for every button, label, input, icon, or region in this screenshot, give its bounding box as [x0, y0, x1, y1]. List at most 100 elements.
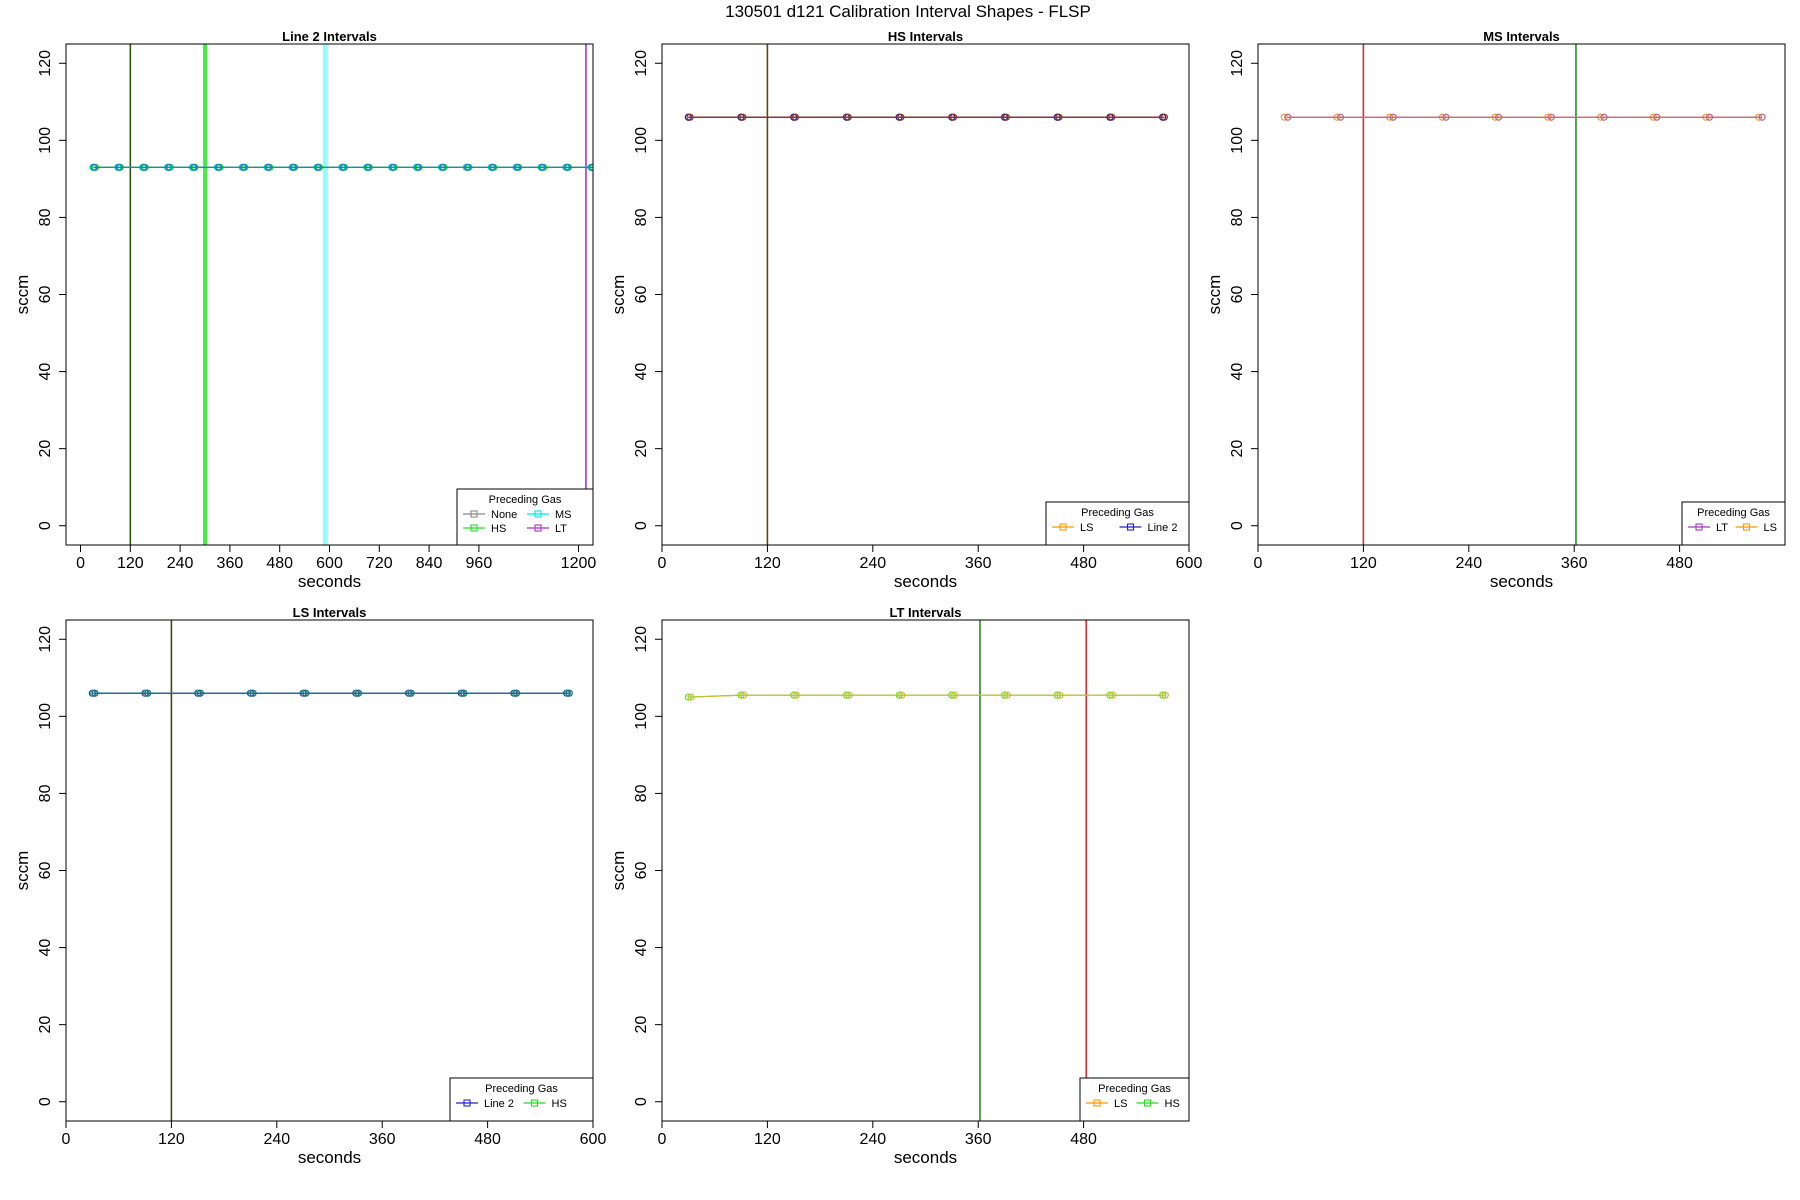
data-point	[264, 163, 273, 171]
legend-box	[449, 1077, 594, 1122]
data-point	[389, 163, 397, 171]
x-tick-label: 0	[76, 555, 85, 572]
y-tick-label: 20	[1229, 440, 1246, 458]
legend-swatch-marker	[470, 510, 478, 518]
x-tick-label: 240	[859, 555, 886, 572]
y-axis-label: sccm	[609, 275, 628, 315]
x-tick-label: 120	[754, 555, 781, 572]
x-tick-label: 1200	[561, 555, 597, 572]
legend-entry-label: HS	[552, 1098, 567, 1110]
data-point	[1653, 113, 1661, 121]
y-tick-label: 80	[1229, 208, 1246, 226]
x-tick-label: 720	[366, 555, 393, 572]
y-tick-label: 20	[37, 440, 54, 458]
data-point	[1160, 113, 1169, 121]
data-point	[1336, 113, 1345, 121]
data-point	[215, 163, 223, 171]
legend-entry-label: LT	[555, 523, 567, 535]
data-point	[339, 163, 347, 171]
data-point	[1705, 113, 1714, 121]
legend: Preceding Gas Line 2 HS	[449, 1077, 594, 1122]
data-point	[354, 689, 363, 697]
y-tick-label: 80	[37, 208, 54, 226]
legend-title: Preceding Gas	[1697, 507, 1770, 519]
data-point	[249, 689, 257, 697]
data-point	[1108, 691, 1117, 699]
legend-box	[456, 488, 594, 546]
y-tick-label: 120	[1229, 50, 1246, 77]
x-tick-label: 240	[1455, 555, 1482, 572]
y-tick-label: 0	[633, 1097, 650, 1106]
x-tick-label: 360	[965, 555, 992, 572]
legend-entry-label: Line 2	[1148, 522, 1178, 534]
y-tick-label: 120	[633, 50, 650, 77]
legend-entry-label: HS	[491, 523, 506, 535]
data-point	[513, 163, 522, 171]
x-axis-label: seconds	[298, 1148, 361, 1167]
legend-swatch-marker	[1695, 523, 1703, 531]
legend-entry-label: Line 2	[484, 1098, 514, 1110]
y-tick-label: 40	[633, 363, 650, 381]
legend-box	[1045, 501, 1190, 546]
legend-entry-label: LS	[1114, 1098, 1127, 1110]
y-tick-label: 80	[633, 208, 650, 226]
data-point	[439, 163, 447, 171]
x-tick-label: 480	[1070, 555, 1097, 572]
legend: Preceding Gas LT LS	[1681, 501, 1786, 546]
y-tick-label: 0	[1229, 521, 1246, 530]
data-point	[1161, 691, 1169, 699]
y-axis-label: sccm	[1205, 275, 1224, 315]
x-tick-label: 360	[1561, 555, 1588, 572]
data-point	[1284, 113, 1292, 121]
x-tick-label: 120	[117, 555, 144, 572]
legend: Preceding Gas None MS HS LT	[456, 488, 594, 546]
data-point	[364, 163, 372, 171]
x-axis-label: seconds	[894, 1148, 957, 1167]
data-point	[1003, 691, 1011, 699]
plot-frame	[661, 43, 1190, 546]
x-tick-label: 120	[754, 1131, 781, 1148]
panel-title: LT Intervals	[889, 605, 961, 620]
legend-swatch-marker	[1742, 523, 1751, 531]
data-point	[845, 691, 853, 699]
data-point	[844, 113, 852, 121]
data-point	[144, 689, 152, 697]
y-tick-label: 120	[37, 626, 54, 653]
data-point	[1108, 113, 1116, 121]
data-point	[407, 689, 415, 697]
legend-title: Preceding Gas	[1098, 1083, 1171, 1095]
data-point	[1056, 691, 1064, 699]
legend: Preceding Gas LS Line 2	[1045, 501, 1190, 546]
plot-frame	[65, 619, 594, 1122]
y-tick-label: 60	[633, 862, 650, 880]
x-tick-label: 0	[658, 1131, 667, 1148]
y-axis-label: sccm	[13, 275, 32, 315]
legend-entry-label: MS	[555, 509, 572, 521]
x-tick-label: 600	[580, 1131, 607, 1148]
x-tick-label: 0	[62, 1131, 71, 1148]
figure-title: 130501 d121 Calibration Interval Shapes …	[725, 2, 1091, 21]
data-point	[464, 163, 472, 171]
data-point	[686, 113, 694, 121]
x-tick-label: 240	[263, 1131, 290, 1148]
data-point	[488, 163, 497, 171]
data-point	[563, 163, 571, 171]
plot-frame	[65, 43, 594, 546]
x-tick-label: 480	[474, 1131, 501, 1148]
data-point	[950, 113, 958, 121]
y-axis-label: sccm	[609, 851, 628, 891]
y-tick-label: 20	[633, 1016, 650, 1034]
x-tick-label: 120	[158, 1131, 185, 1148]
data-point	[898, 691, 906, 699]
data-point	[950, 691, 959, 699]
y-tick-label: 80	[633, 784, 650, 802]
chart-panel-4: LS Intervals 0 20 40 60 80 100 120 0 120 240 360 480…	[13, 605, 606, 1167]
legend-swatch-marker	[470, 524, 478, 532]
legend-swatch-marker	[534, 524, 542, 532]
x-axis-label: seconds	[1490, 572, 1553, 591]
legend-entry-label: LT	[1716, 522, 1728, 534]
y-tick-label: 0	[37, 1097, 54, 1106]
chart-panel-2: HS Intervals 0 20 40 60 80 100 120 0 120 240 360 480…	[609, 29, 1202, 591]
x-tick-label: 240	[167, 555, 194, 572]
y-tick-label: 20	[37, 1016, 54, 1034]
